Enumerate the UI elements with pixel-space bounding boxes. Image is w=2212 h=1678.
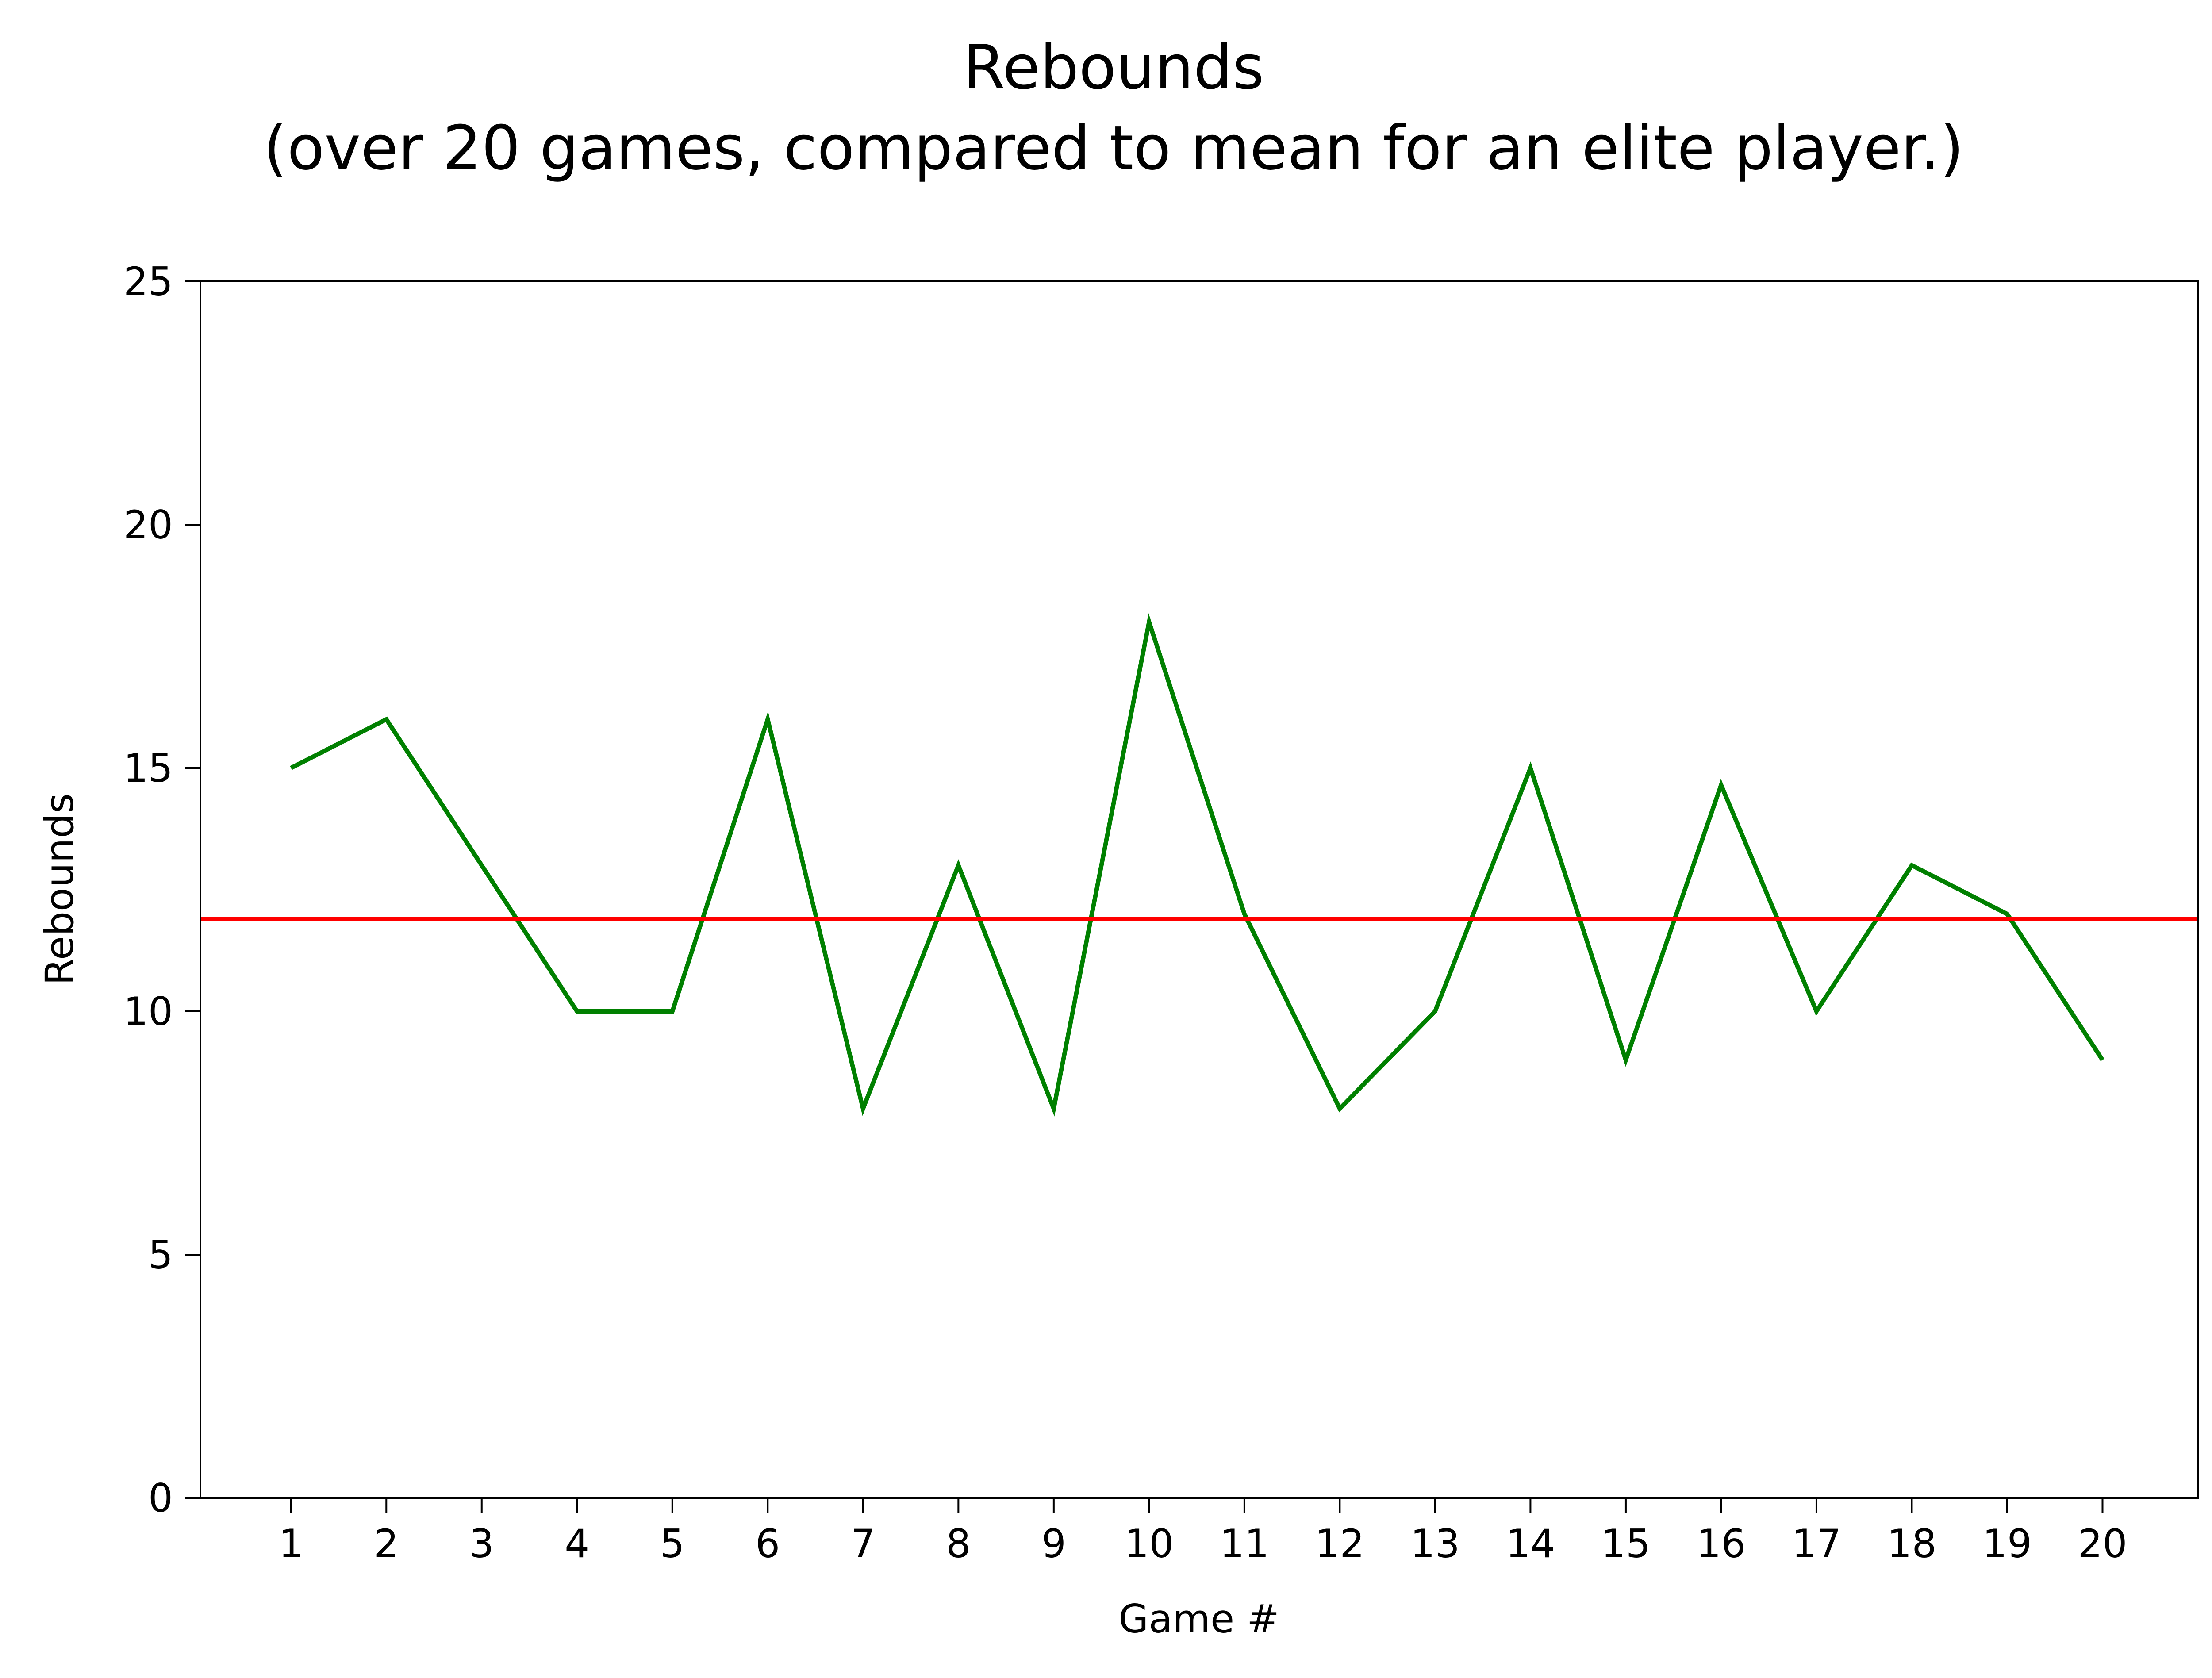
y-tick-label: 20	[123, 502, 173, 548]
x-tick-label: 14	[1505, 1521, 1555, 1567]
x-tick-label: 11	[1220, 1521, 1269, 1567]
x-tick-label: 19	[1982, 1521, 2032, 1567]
x-tick-label: 17	[1792, 1521, 1841, 1567]
y-tick-label: 10	[123, 989, 173, 1034]
x-tick-label: 15	[1601, 1521, 1651, 1567]
x-tick-label: 10	[1124, 1521, 1174, 1567]
x-tick-label: 5	[660, 1521, 685, 1567]
chart-title: Rebounds	[963, 32, 1264, 103]
y-tick-label: 15	[123, 745, 173, 791]
series-line	[290, 613, 2104, 1117]
x-axis-label: Game #	[1118, 1596, 1279, 1642]
x-tick-label: 6	[755, 1521, 780, 1567]
x-tick-label: 13	[1410, 1521, 1460, 1567]
plot-frame	[200, 280, 2199, 1499]
x-tick-label: 9	[1041, 1521, 1066, 1567]
chart-subtitle: (over 20 games, compared to mean for an …	[263, 112, 1963, 184]
y-tick-label: 5	[148, 1232, 173, 1278]
x-tick-label: 8	[946, 1521, 971, 1567]
x-tick-label: 1	[279, 1521, 303, 1567]
y-tick-label: 25	[123, 259, 173, 304]
x-tick-label: 12	[1315, 1521, 1364, 1567]
x-tick-label: 3	[469, 1521, 494, 1567]
x-tick-label: 4	[565, 1521, 589, 1567]
x-axis-ticks: 1 2 3 4 5 6 7 8 9 10 11 12 13 14 15 16 17 18 19 20	[279, 1498, 2127, 1567]
x-tick-label: 20	[2078, 1521, 2127, 1567]
x-tick-label: 18	[1887, 1521, 1936, 1567]
x-tick-label: 7	[851, 1521, 876, 1567]
x-tick-label: 16	[1696, 1521, 1746, 1567]
plot-area	[200, 613, 2198, 1117]
y-axis-label: Rebounds	[37, 793, 82, 985]
y-axis-ticks: 0 5 10 15 20 25	[123, 259, 200, 1521]
x-tick-label: 2	[374, 1521, 399, 1567]
y-tick-label: 0	[148, 1475, 173, 1521]
